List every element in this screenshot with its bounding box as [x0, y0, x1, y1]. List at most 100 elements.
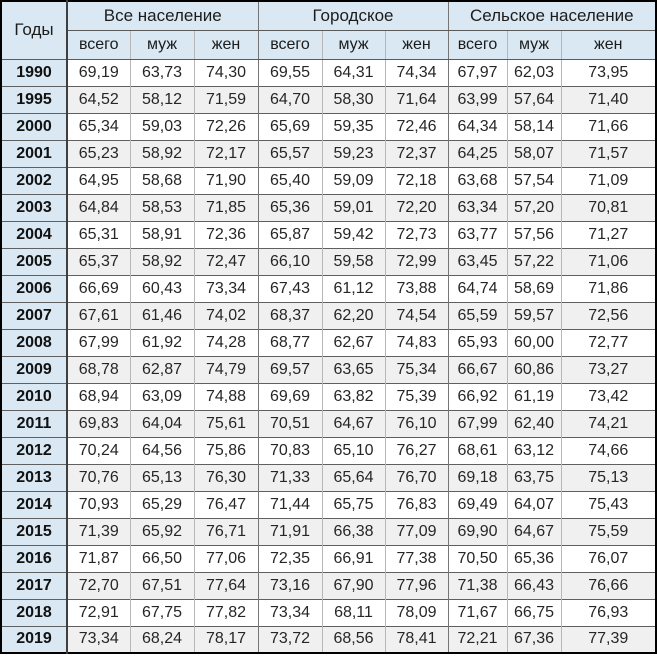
value-cell: 58,69	[506, 274, 561, 302]
subheader-female: жен	[560, 30, 657, 60]
table-row: 2014 70,93 65,29 76,47 71,44 65,75 76,83 69,49 6…	[1, 490, 657, 518]
value-cell: 73,16	[257, 571, 322, 599]
year-cell: 2010	[1, 382, 68, 410]
value-cell: 66,92	[447, 382, 507, 410]
value-cell: 72,35	[257, 544, 322, 572]
table-row: 2019 73,34 68,24 78,17 73,72 68,56 78,41 72,21 6…	[1, 625, 657, 653]
value-cell: 66,69	[67, 274, 130, 302]
value-cell: 66,50	[129, 544, 194, 572]
value-cell: 64,07	[506, 490, 561, 518]
value-cell: 59,09	[321, 166, 385, 194]
value-cell: 67,43	[257, 274, 322, 302]
value-cell: 63,65	[321, 355, 385, 383]
value-cell: 74,54	[384, 301, 448, 329]
table-row: 2002 64,95 58,68 71,90 65,40 59,09 72,18 63,68 5…	[1, 166, 657, 194]
value-cell: 60,43	[129, 274, 194, 302]
value-cell: 71,57	[560, 139, 657, 167]
value-cell: 77,39	[560, 625, 657, 653]
value-cell: 68,61	[447, 436, 507, 464]
value-cell: 73,27	[560, 355, 657, 383]
table-body: 1990 69,19 63,73 74,30 69,55 64,31 74,34 67,97 6…	[1, 58, 657, 653]
value-cell: 59,58	[321, 247, 385, 275]
group-header-urban: Городское	[257, 1, 448, 31]
value-cell: 58,14	[506, 112, 561, 140]
value-cell: 73,88	[384, 274, 448, 302]
year-cell: 2005	[1, 247, 68, 275]
subheader-male: муж	[321, 30, 385, 60]
value-cell: 66,38	[321, 517, 385, 545]
table-row: 2018 72,91 67,75 77,82 73,34 68,11 78,09 71,67 6…	[1, 598, 657, 626]
value-cell: 71,33	[257, 463, 322, 491]
table-row: 2013 70,76 65,13 76,30 71,33 65,64 76,70 69,18 6…	[1, 463, 657, 491]
value-cell: 61,46	[129, 301, 194, 329]
value-cell: 59,35	[321, 112, 385, 140]
table-row: 2012 70,24 64,56 75,86 70,83 65,10 76,27 68,61 6…	[1, 436, 657, 464]
value-cell: 76,71	[193, 517, 258, 545]
table-row: 1995 64,52 58,12 71,59 64,70 58,30 71,64 63,99 5…	[1, 85, 657, 113]
subheader-female: жен	[384, 30, 448, 60]
value-cell: 75,34	[384, 355, 448, 383]
value-cell: 64,70	[257, 85, 322, 113]
year-cell: 2013	[1, 463, 68, 491]
value-cell: 71,44	[257, 490, 322, 518]
value-cell: 70,24	[67, 436, 130, 464]
table-row: 2015 71,39 65,92 76,71 71,91 66,38 77,09 69,90 6…	[1, 517, 657, 545]
value-cell: 58,53	[129, 193, 194, 221]
value-cell: 63,75	[506, 463, 561, 491]
value-cell: 59,57	[506, 301, 561, 329]
year-cell: 2004	[1, 220, 68, 248]
value-cell: 65,59	[447, 301, 507, 329]
value-cell: 61,92	[129, 328, 194, 356]
value-cell: 67,51	[129, 571, 194, 599]
value-cell: 60,00	[506, 328, 561, 356]
value-cell: 76,66	[560, 571, 657, 599]
value-cell: 74,02	[193, 301, 258, 329]
value-cell: 63,34	[447, 193, 507, 221]
value-cell: 63,82	[321, 382, 385, 410]
value-cell: 62,87	[129, 355, 194, 383]
value-cell: 76,70	[384, 463, 448, 491]
value-cell: 70,93	[67, 490, 130, 518]
value-cell: 59,03	[129, 112, 194, 140]
value-cell: 58,68	[129, 166, 194, 194]
value-cell: 68,37	[257, 301, 322, 329]
value-cell: 74,79	[193, 355, 258, 383]
value-cell: 71,38	[447, 571, 507, 599]
value-cell: 77,82	[193, 598, 258, 626]
year-cell: 2002	[1, 166, 68, 194]
table-row: 2007 67,61 61,46 74,02 68,37 62,20 74,54 65,59 5…	[1, 301, 657, 329]
value-cell: 64,04	[129, 409, 194, 437]
year-cell: 2017	[1, 571, 68, 599]
value-cell: 62,67	[321, 328, 385, 356]
value-cell: 78,41	[384, 625, 448, 653]
value-cell: 65,10	[321, 436, 385, 464]
value-cell: 68,77	[257, 328, 322, 356]
value-cell: 58,92	[129, 139, 194, 167]
value-cell: 76,93	[560, 598, 657, 626]
value-cell: 75,13	[560, 463, 657, 491]
value-cell: 71,40	[560, 85, 657, 113]
table-row: 2016 71,87 66,50 77,06 72,35 66,91 77,38 70,50 6…	[1, 544, 657, 572]
value-cell: 76,27	[384, 436, 448, 464]
value-cell: 77,09	[384, 517, 448, 545]
value-cell: 64,25	[447, 139, 507, 167]
value-cell: 65,92	[129, 517, 194, 545]
value-cell: 73,34	[67, 625, 130, 653]
value-cell: 71,06	[560, 247, 657, 275]
group-header-all-population: Все население	[67, 1, 258, 31]
value-cell: 72,37	[384, 139, 448, 167]
subheader-female: жен	[193, 30, 258, 60]
year-cell: 2018	[1, 598, 68, 626]
value-cell: 66,67	[447, 355, 507, 383]
value-cell: 77,64	[193, 571, 258, 599]
value-cell: 78,09	[384, 598, 448, 626]
year-cell: 2006	[1, 274, 68, 302]
subheader-total: всего	[67, 30, 130, 60]
year-cell: 2003	[1, 193, 68, 221]
value-cell: 68,56	[321, 625, 385, 653]
value-cell: 75,39	[384, 382, 448, 410]
value-cell: 69,49	[447, 490, 507, 518]
value-cell: 72,36	[193, 220, 258, 248]
value-cell: 58,92	[129, 247, 194, 275]
value-cell: 70,83	[257, 436, 322, 464]
